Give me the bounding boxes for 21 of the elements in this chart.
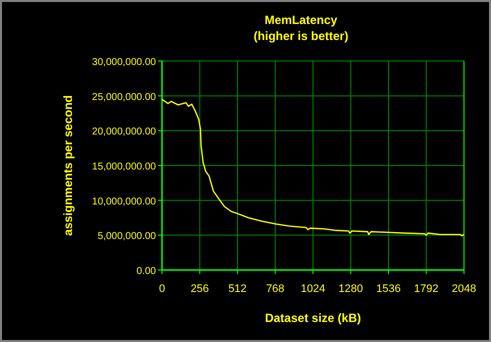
y-tick-label: 5,000,000.00 [98, 231, 156, 242]
x-tick-label: 256 [190, 283, 209, 295]
chart-subtitle: (higher is better) [254, 29, 348, 43]
y-axis-title: assignments per second [61, 95, 75, 236]
x-tick-label: 1792 [414, 283, 438, 295]
y-tick-label: 20,000,000.00 [92, 126, 156, 138]
x-axis-title: Dataset size (kB) [264, 311, 362, 325]
x-tick-label: 512 [228, 283, 247, 295]
x-tick-label: 0 [158, 283, 166, 295]
y-tick-label: 15,000,000.00 [92, 162, 156, 172]
y-tick-label: 0.00 [136, 266, 156, 277]
line-series [161, 98, 465, 237]
x-tick-label: 1024 [300, 283, 326, 295]
x-tick-label: 768 [266, 283, 284, 295]
x-tick-label: 1280 [338, 283, 363, 295]
x-tick-label: 2048 [452, 283, 476, 295]
x-tick-label: 1536 [376, 283, 401, 295]
y-tick-label: 30,000,000.00 [92, 57, 156, 68]
y-tick-label: 10,000,000.00 [92, 196, 156, 208]
chart-title: MemLatency [264, 13, 338, 27]
y-tick-label: 25,000,000.00 [92, 92, 156, 103]
